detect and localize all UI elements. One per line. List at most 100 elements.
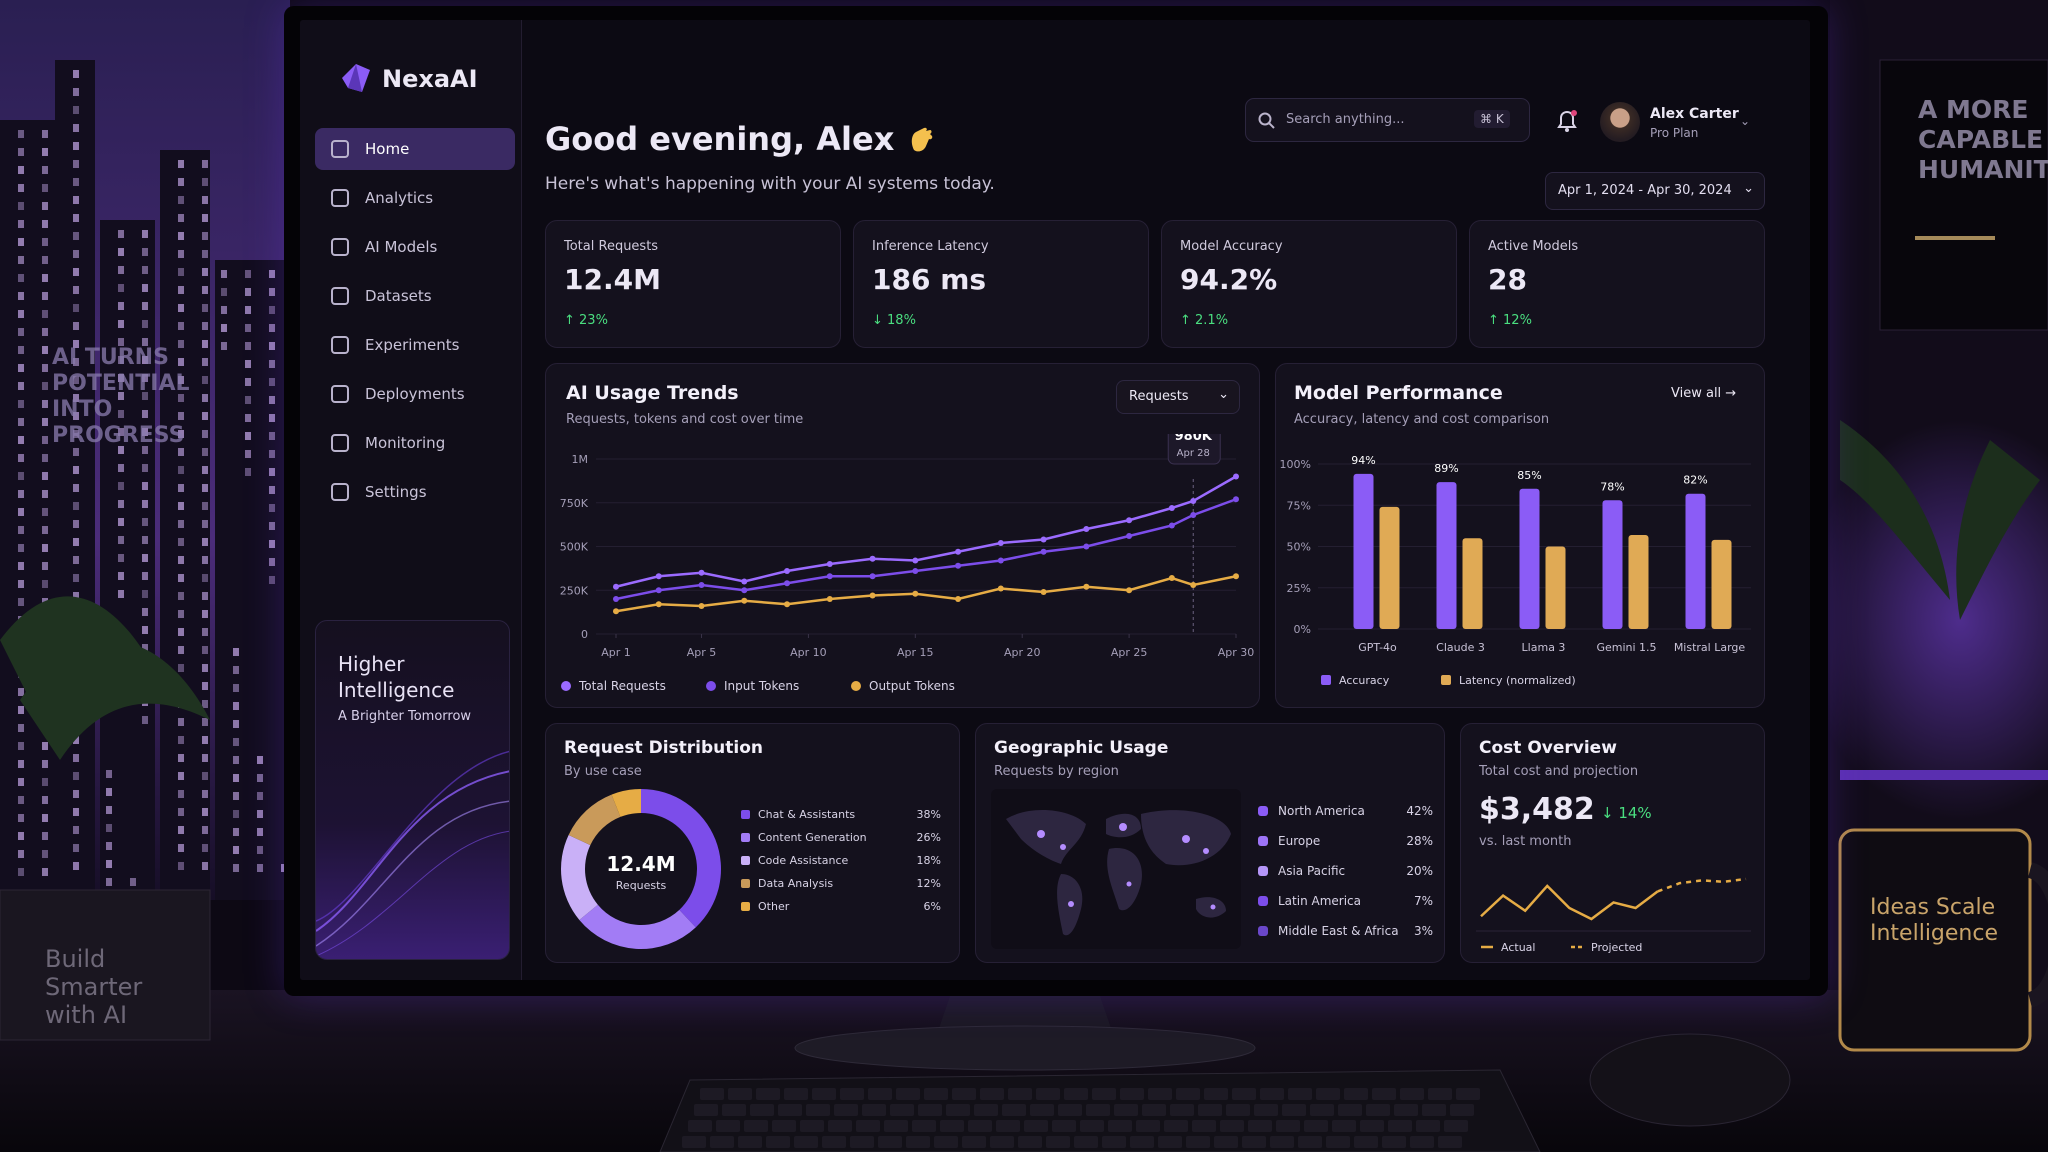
key xyxy=(1360,1120,1384,1132)
nav-label: Monitoring xyxy=(365,434,446,452)
building-light xyxy=(142,320,148,328)
building-light xyxy=(73,232,79,240)
building-light xyxy=(178,844,184,852)
nav-item[interactable]: Datasets xyxy=(315,275,515,317)
search-icon xyxy=(1258,112,1275,129)
key xyxy=(1058,1104,1082,1116)
series-point xyxy=(655,601,662,608)
building-light xyxy=(142,518,148,526)
key xyxy=(1036,1088,1060,1100)
promo-subtitle: A Brighter Tomorrow xyxy=(338,709,472,724)
series-point xyxy=(1083,543,1090,550)
building-light xyxy=(202,736,208,744)
building-light xyxy=(42,382,48,390)
kpi-label: Model Accuracy xyxy=(1180,239,1283,254)
series-point xyxy=(955,562,962,569)
building-light xyxy=(42,364,48,372)
key xyxy=(722,1104,746,1116)
building-light xyxy=(178,826,184,834)
key xyxy=(1270,1136,1294,1148)
key xyxy=(1254,1104,1278,1116)
search-shortcut: ⌘ K xyxy=(1474,110,1510,128)
key xyxy=(728,1088,752,1100)
legend-swatch xyxy=(741,856,750,865)
key xyxy=(990,1136,1014,1148)
building-light xyxy=(142,248,148,256)
distribution-subtitle: By use case xyxy=(564,764,642,779)
key xyxy=(1388,1120,1412,1132)
metric-selector[interactable]: Requests ⌄ xyxy=(1116,380,1240,414)
y-tick-label: 100% xyxy=(1280,458,1311,471)
donut-slice xyxy=(579,904,696,949)
building-light xyxy=(202,322,208,330)
building-light xyxy=(202,214,208,222)
cost-panel: Cost Overview Total cost and projection … xyxy=(1460,723,1765,963)
key xyxy=(1248,1120,1272,1132)
kpi-value: 12.4M xyxy=(564,263,661,296)
user-menu-chevron[interactable]: ⌄ xyxy=(1740,114,1751,128)
building-light xyxy=(73,88,79,96)
nav-item[interactable]: Analytics xyxy=(315,177,515,219)
region-share: 20% xyxy=(1406,864,1433,878)
nav-item[interactable]: AI Models xyxy=(315,226,515,268)
cost-title: Cost Overview xyxy=(1479,738,1617,758)
search-box[interactable]: Search anything... ⌘ K xyxy=(1245,98,1530,142)
building-light xyxy=(269,288,275,296)
region-swatch xyxy=(1258,806,1268,816)
model-chart: 0% 25% 50% 75% 100% GPT-4o Claude 3 Llama 3 Gemi… xyxy=(1280,454,1751,687)
region-name: Asia Pacific xyxy=(1278,864,1346,878)
building-light xyxy=(18,130,24,138)
nav-item[interactable]: Settings xyxy=(315,471,515,513)
key xyxy=(834,1104,858,1116)
legend-label: Input Tokens xyxy=(724,679,799,693)
building-light xyxy=(73,592,79,600)
date-range-picker[interactable]: Apr 1, 2024 - Apr 30, 2024 ⌄ xyxy=(1545,172,1765,210)
legend-swatch xyxy=(741,902,750,911)
series-point xyxy=(1190,512,1197,518)
region-row: Middle East & Africa 3% xyxy=(1258,924,1433,938)
kpi-card: Active Models 28 ↑ 12% xyxy=(1469,220,1765,348)
building-light xyxy=(178,538,184,546)
building-light xyxy=(245,270,251,278)
building-light xyxy=(142,482,148,490)
building-light xyxy=(202,394,208,402)
bar-value-label: 89% xyxy=(1434,462,1458,475)
view-all-link[interactable]: View all → xyxy=(1671,386,1737,401)
building-light xyxy=(42,796,48,804)
series-point xyxy=(1190,498,1197,504)
user-avatar[interactable] xyxy=(1600,102,1640,142)
building-light xyxy=(233,756,239,764)
notification-bell[interactable] xyxy=(1555,108,1579,134)
building-light xyxy=(142,428,148,436)
building-light xyxy=(18,706,24,714)
nav-icon xyxy=(331,238,349,256)
building-light xyxy=(73,214,79,222)
poster xyxy=(1879,59,2048,331)
series-point xyxy=(1126,587,1133,594)
nav-item[interactable]: Experiments xyxy=(315,324,515,366)
region-row: Latin America 7% xyxy=(1258,894,1433,908)
promo-title: Higher Intelligence xyxy=(338,652,455,702)
region-row: Europe 28% xyxy=(1258,834,1433,848)
nav-item[interactable]: Home xyxy=(315,128,515,170)
building-light xyxy=(245,342,251,350)
key xyxy=(1354,1136,1378,1148)
building-light xyxy=(233,846,239,854)
key xyxy=(1092,1088,1116,1100)
building-light xyxy=(269,486,275,494)
nav-item[interactable]: Deployments xyxy=(315,373,515,415)
building-light xyxy=(245,288,251,296)
building-light xyxy=(202,250,208,258)
building-light xyxy=(269,360,275,368)
brand-logo xyxy=(342,64,370,92)
nav-item[interactable]: Monitoring xyxy=(315,422,515,464)
key xyxy=(1074,1136,1098,1148)
building-light xyxy=(257,774,263,782)
key xyxy=(744,1120,768,1132)
building-light xyxy=(18,328,24,336)
legend-label: Accuracy xyxy=(1339,674,1390,687)
building-light xyxy=(42,526,48,534)
key xyxy=(1410,1136,1434,1148)
building-light xyxy=(178,592,184,600)
